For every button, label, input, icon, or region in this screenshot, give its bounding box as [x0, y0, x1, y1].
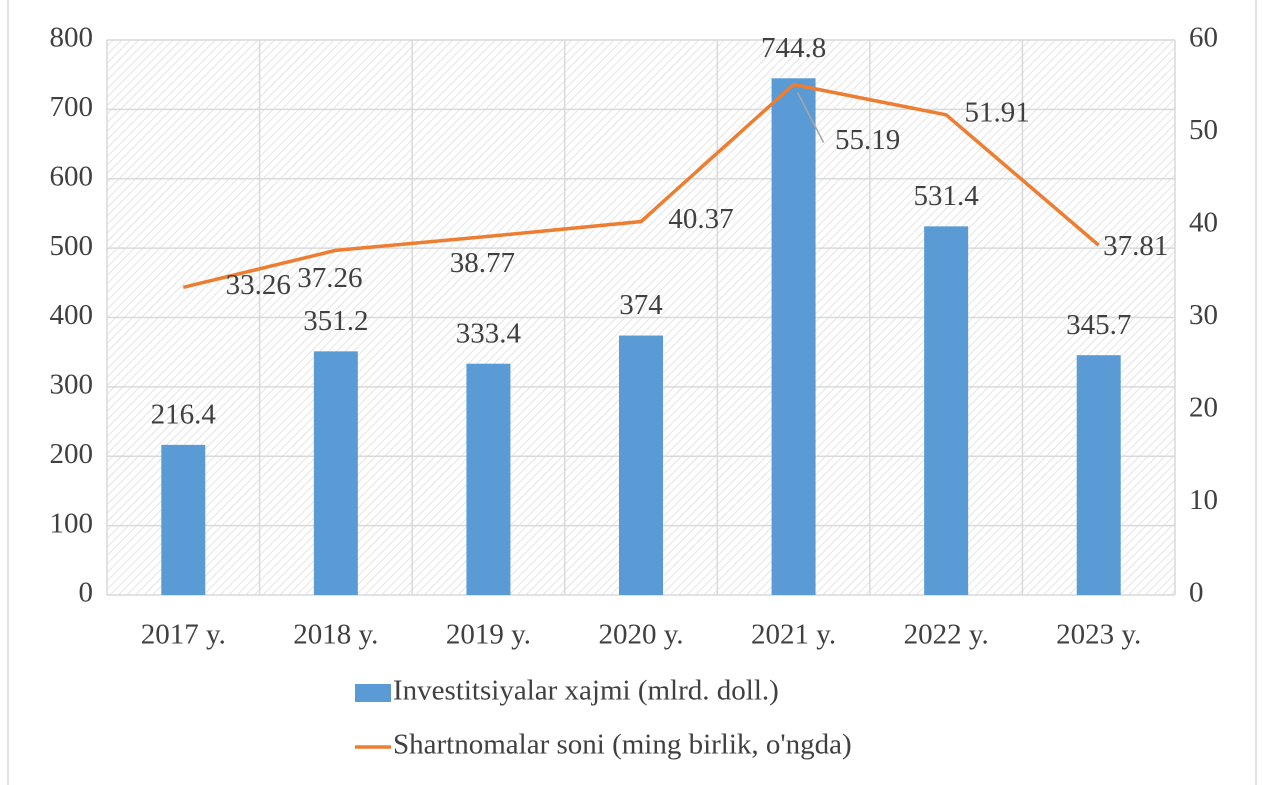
bar — [1076, 355, 1121, 595]
x-tick-label: 2021 y. — [751, 619, 836, 651]
y-tick-label: 100 — [50, 507, 94, 539]
line-value-label: 37.26 — [297, 262, 362, 294]
x-tick-label: 2017 y. — [141, 619, 226, 651]
legend-swatch — [355, 684, 391, 702]
line-value-label: 51.91 — [965, 96, 1030, 128]
bar-value-label: 374 — [619, 289, 663, 321]
y-tick-label: 500 — [50, 230, 94, 262]
y-tick-label: 400 — [50, 299, 94, 331]
bar — [313, 351, 358, 595]
y2-tick-label: 50 — [1189, 114, 1218, 146]
line-value-label: 40.37 — [668, 203, 733, 235]
bar-value-label: 345.7 — [1066, 309, 1131, 341]
leader-line — [796, 92, 825, 143]
line — [182, 82, 1100, 290]
y-tick-label: 800 — [50, 22, 94, 54]
y2-tick-label: 40 — [1189, 207, 1218, 239]
y2-tick-label: 0 — [1189, 577, 1204, 609]
bar — [161, 444, 206, 595]
line-value-label: 33.26 — [226, 269, 291, 301]
y-tick-label: 0 — [79, 577, 94, 609]
bar — [466, 363, 511, 595]
bar-value-label: 216.4 — [151, 399, 217, 431]
line-value-label: 37.81 — [1103, 230, 1168, 262]
legend-label: Shartnomalar soni (ming birlik, o'ngda) — [393, 729, 852, 761]
y2-tick-label: 20 — [1189, 392, 1218, 424]
y-tick-label: 700 — [50, 91, 94, 123]
y2-tick-label: 30 — [1189, 299, 1218, 331]
x-tick-label: 2019 y. — [446, 619, 531, 651]
y-tick-label: 300 — [50, 369, 94, 401]
y2-tick-label: 60 — [1189, 22, 1218, 54]
bar-value-label: 744.8 — [761, 32, 826, 64]
legend-label: Investitsiyalar xajmi (mlrd. doll.) — [393, 675, 779, 707]
bar-value-label: 531.4 — [914, 180, 980, 212]
bar-value-label: 351.2 — [303, 305, 368, 337]
x-tick-label: 2018 y. — [293, 619, 378, 651]
x-tick-label: 2023 y. — [1056, 619, 1141, 651]
bar — [771, 78, 816, 596]
bar — [619, 335, 663, 595]
line-value-label: 38.77 — [450, 247, 515, 279]
y2-tick-label: 10 — [1189, 484, 1218, 516]
y-tick-label: 600 — [50, 160, 94, 192]
x-tick-label: 2020 y. — [598, 619, 683, 651]
bar — [924, 226, 969, 595]
y-tick-label: 200 — [50, 438, 94, 470]
bar-value-label: 333.4 — [456, 317, 522, 349]
chart-frame — [7, 0, 1257, 785]
line-value-label: 55.19 — [835, 124, 900, 156]
x-tick-label: 2022 y. — [904, 619, 989, 651]
